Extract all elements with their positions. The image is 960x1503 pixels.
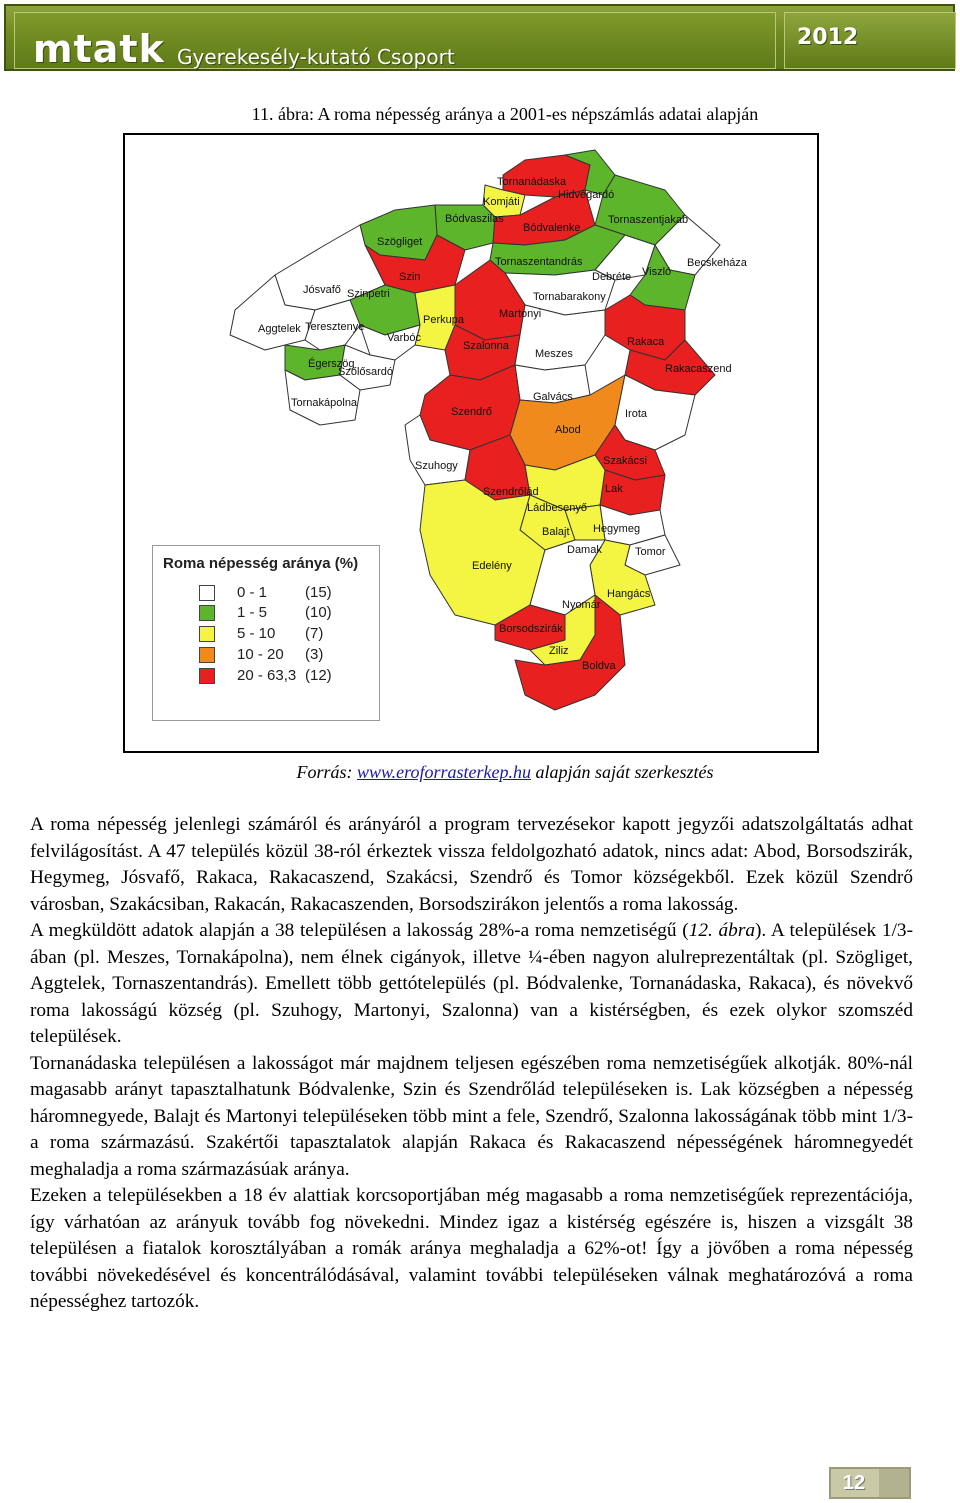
label-nyomar: Nyomár <box>562 599 601 611</box>
label-meszes: Meszes <box>535 348 573 360</box>
label-teresztenye: Teresztenye <box>305 321 364 333</box>
legend-swatch <box>199 585 215 601</box>
label-boldva: Boldva <box>582 660 617 672</box>
label-martonyi: Martonyi <box>499 308 541 320</box>
label-komjati: Komjáti <box>483 196 520 208</box>
label-josvafo: Jósvafő <box>303 284 341 296</box>
body-text: A roma népesség jelenlegi számáról és ar… <box>30 812 913 1316</box>
label-tornabarakony: Tornabarakony <box>533 291 606 303</box>
district-map: Tornanádaska Hidvégardó Komjáti Bódvaszi… <box>229 149 748 711</box>
paragraph-3: Tornanádaska településen a lakosságot má… <box>30 1052 913 1180</box>
region-boldva <box>514 594 626 711</box>
legend-swatch <box>199 668 215 684</box>
label-szogliget: Szögliget <box>377 236 422 248</box>
label-becskehaza: Becskeháza <box>687 257 748 269</box>
header-subtitle: Gyerekesély-kutató Csoport <box>177 45 455 69</box>
legend-title: Roma népesség aránya (%) <box>163 555 359 572</box>
source-link[interactable]: www.eroforrasterkep.hu <box>357 762 531 782</box>
label-tornaszentandras: Tornaszentandrás <box>495 256 583 268</box>
legend-swatch <box>199 647 215 663</box>
legend-count: (3) <box>305 646 324 663</box>
header-banner: mtatk Gyerekesély-kutató Csoport 2012 <box>4 4 956 71</box>
label-szuhogy: Szuhogy <box>415 460 458 472</box>
legend-range: 20 - 63,3 <box>237 667 297 684</box>
paragraph-1: A roma népesség jelenlegi számáról és ar… <box>30 814 913 915</box>
paragraph-2-part-a: A megküldött adatok alapján a 38 települ… <box>30 920 689 941</box>
legend-count: (12) <box>305 667 332 684</box>
label-ladbesenyo: Ládbesenyő <box>527 502 587 514</box>
label-ziliz: Ziliz <box>549 645 569 657</box>
paragraph-2: A megküldött adatok alapján a 38 települ… <box>30 918 913 1051</box>
label-abod: Abod <box>555 424 581 436</box>
label-lak: Lak <box>605 483 623 495</box>
label-tornanadaska: Tornanádaska <box>497 176 567 188</box>
page-number-bar <box>879 1469 909 1497</box>
label-bodvaszilas: Bódvaszilas <box>445 213 504 225</box>
label-damak: Damak <box>567 544 602 556</box>
label-aggtelek: Aggtelek <box>258 323 301 335</box>
legend-count: (7) <box>305 625 324 642</box>
region-tornakapolna <box>284 369 361 426</box>
label-varboc: Varbóc <box>387 332 422 344</box>
label-perkupa: Perkupa <box>423 314 465 326</box>
header-title-panel: mtatk Gyerekesély-kutató Csoport <box>14 12 776 71</box>
header-year: 2012 <box>797 25 859 50</box>
legend-count: (10) <box>305 604 332 621</box>
figure-source: Forrás: www.eroforrasterkep.hu alapján s… <box>0 762 960 783</box>
label-szin: Szin <box>399 271 420 283</box>
label-rakacaszend: Rakacaszend <box>665 363 732 375</box>
label-szolosardo: Szőlősardó <box>338 366 393 378</box>
label-viszlo: Viszló <box>642 266 671 278</box>
label-tomor: Tomor <box>635 546 666 558</box>
label-rakaca: Rakaca <box>627 336 665 348</box>
label-szalonna: Szalonna <box>463 340 510 352</box>
label-bodvalenke: Bódvalenke <box>523 222 581 234</box>
paragraph-4: Ezeken a településekben a 18 év alattiak… <box>30 1185 913 1312</box>
label-tornaszentjakab: Tornaszentjakab <box>608 214 688 226</box>
page-number-box: 12 <box>829 1467 911 1499</box>
label-egerszog: Égerszög <box>308 357 354 370</box>
page-number: 12 <box>842 1472 866 1494</box>
label-tornakapolna: Tornakápolna <box>291 397 358 409</box>
source-prefix: Forrás: <box>296 762 357 782</box>
label-hidvegardo: Hidvégardó <box>558 189 614 201</box>
legend-swatch <box>199 626 215 642</box>
paragraph-2-part-c: ). A települések 1/3-ában (pl. Meszes, T… <box>30 920 913 1047</box>
figure-caption: 11. ábra: A roma népesség aránya a 2001-… <box>251 104 759 124</box>
label-hegymeg: Hegymeg <box>593 523 640 535</box>
legend-range: 1 - 5 <box>237 604 268 621</box>
label-edeleny: Edelény <box>472 560 512 572</box>
label-szendro: Szendrő <box>451 406 492 418</box>
figure-reference: 12. ábra <box>688 920 755 941</box>
legend-range: 0 - 1 <box>237 584 268 601</box>
label-hangacs: Hangács <box>607 588 651 600</box>
legend-range: 10 - 20 <box>237 646 284 663</box>
label-szinpetri: Szinpetri <box>347 288 390 300</box>
map-legend: Roma népesség aránya (%) 0 - 1 (15) 1 - … <box>152 545 380 721</box>
source-suffix: alapján saját szerkesztés <box>531 762 714 782</box>
label-balajt: Balajt <box>542 526 570 538</box>
legend-count: (15) <box>305 584 332 601</box>
legend-swatch <box>199 605 215 621</box>
label-szakacsi: Szakácsi <box>603 455 647 467</box>
label-borsodszirak: Borsodszirák <box>499 623 563 635</box>
legend-range: 5 - 10 <box>237 625 276 642</box>
label-debrete: Debréte <box>592 271 631 283</box>
map-frame: Tornanádaska Hidvégardó Komjáti Bódvaszi… <box>123 133 819 753</box>
label-galvacs: Galvács <box>533 391 573 403</box>
header-year-panel: 2012 <box>784 12 956 69</box>
label-szendrolad: Szendrőlád <box>483 486 539 498</box>
label-irota: Irota <box>625 408 648 420</box>
logo: mtatk <box>33 27 165 71</box>
